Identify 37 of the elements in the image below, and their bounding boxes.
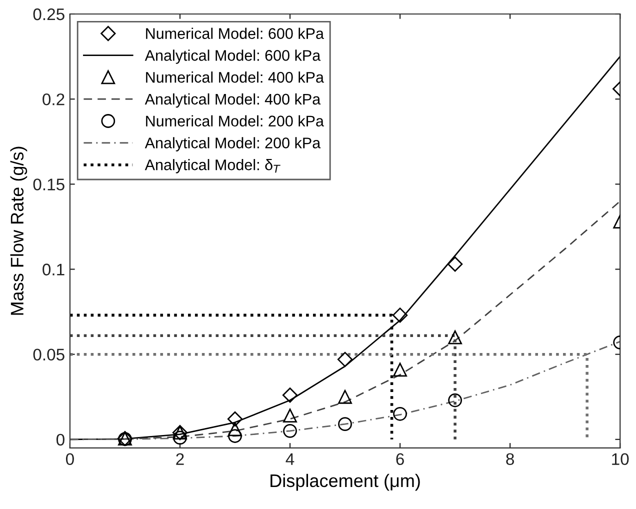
x-tick-label: 10 [612, 453, 629, 466]
point [393, 406, 407, 421]
legend-label: Numerical Model: 600 kPa [146, 28, 324, 39]
y-tick-label: 0.2 [42, 93, 64, 106]
legend-label: Analytical Model: 200 kPa [144, 137, 321, 152]
point [338, 390, 352, 404]
point [227, 411, 243, 427]
point [448, 393, 462, 408]
legend-label: Numerical Model: 400 kPa [146, 72, 324, 83]
point [338, 417, 352, 432]
point [228, 422, 242, 436]
point [283, 424, 297, 438]
legend-label: Analytical Model: 600 kPa [144, 50, 321, 64]
legend-label: Analytical Model: δ$_{T}$ [144, 159, 280, 174]
point [393, 362, 407, 377]
y-tick-label: 0.05 [33, 348, 64, 361]
point [173, 430, 187, 445]
y-tick-label: 0.25 [33, 8, 64, 20]
point [228, 429, 242, 443]
x-tick-label: 0 [66, 453, 74, 466]
y-axis-title: Mass Flow Rate (g/s) [10, 146, 28, 315]
x-axis-title: Displacement (μm) [270, 474, 420, 491]
point [283, 408, 297, 423]
y-tick-label: 0 [56, 434, 64, 446]
point [337, 352, 353, 368]
x-tick-label: 4 [286, 453, 294, 465]
x-tick-label: 2 [176, 453, 184, 465]
point [392, 308, 408, 323]
point [448, 330, 462, 344]
x-tick-label: 8 [506, 453, 514, 466]
point [282, 388, 298, 403]
y-tick-label: 0.15 [33, 178, 64, 190]
legend-label: Analytical Model: 400 kPa [144, 93, 321, 108]
x-tick-label: 6 [396, 453, 404, 466]
y-tick-label: 0.1 [42, 264, 64, 276]
legend-label: Numerical Model: 200 kPa [146, 115, 324, 126]
point [447, 256, 463, 272]
